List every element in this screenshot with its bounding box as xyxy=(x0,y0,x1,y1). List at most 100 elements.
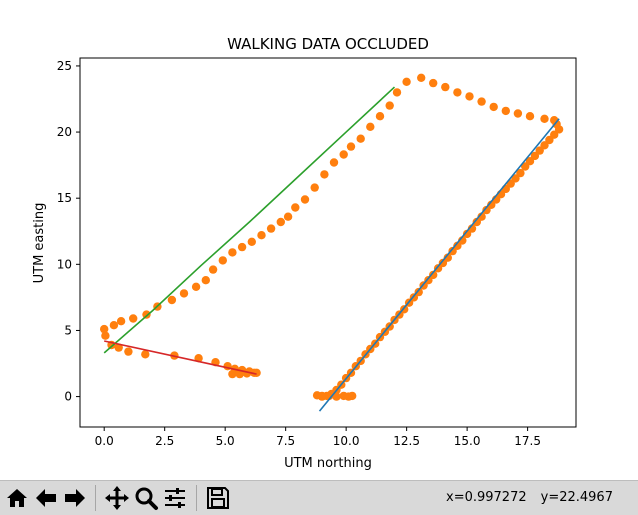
data-point xyxy=(317,392,327,401)
data-point xyxy=(521,162,530,171)
x-tick-label: 7.5 xyxy=(276,434,295,448)
data-point xyxy=(332,392,341,401)
data-point xyxy=(477,97,486,106)
cursor-coordinates: x=0.997272 y=22.4967 xyxy=(446,490,627,505)
forward-button[interactable] xyxy=(62,485,88,511)
y-tick-label: 15 xyxy=(57,191,72,205)
data-point xyxy=(109,321,119,330)
data-point xyxy=(201,276,210,285)
arrow-right-icon xyxy=(65,489,85,507)
x-tick-label: 12.5 xyxy=(393,434,420,448)
x-tick-label: 15.0 xyxy=(454,434,481,448)
data-point xyxy=(429,78,438,88)
data-point xyxy=(101,331,110,340)
data-point xyxy=(100,324,109,334)
data-layer xyxy=(100,73,564,412)
toolbar-separator xyxy=(196,485,197,511)
data-point xyxy=(402,77,411,87)
fit-line xyxy=(104,340,257,375)
fit-line xyxy=(103,86,396,354)
data-point xyxy=(366,122,375,131)
data-point xyxy=(141,350,150,359)
data-point xyxy=(228,369,237,379)
data-point xyxy=(462,229,472,239)
data-point xyxy=(320,170,329,179)
magnifier-icon xyxy=(135,487,158,510)
data-point xyxy=(348,391,357,401)
axes-frame xyxy=(79,57,577,428)
data-point xyxy=(516,168,525,178)
data-point xyxy=(283,212,293,221)
data-point xyxy=(375,112,385,121)
data-point xyxy=(237,242,247,252)
figure: WALKING DATA OCCLUDED 0.0 2.5 5.0 7.5 10.0 12… xyxy=(32,35,577,471)
back-button[interactable] xyxy=(33,485,59,511)
data-point xyxy=(325,391,334,401)
data-point xyxy=(482,205,491,215)
data-point xyxy=(472,217,481,227)
data-point xyxy=(124,347,133,356)
data-point xyxy=(291,203,300,212)
data-point xyxy=(129,314,138,323)
data-point xyxy=(501,106,510,116)
x-tick-label: 2.5 xyxy=(155,434,174,448)
data-point xyxy=(266,224,276,233)
data-point xyxy=(433,264,443,273)
save-button[interactable] xyxy=(205,485,231,511)
data-point xyxy=(228,248,237,257)
data-point xyxy=(513,109,523,118)
data-point xyxy=(257,231,266,240)
y-tick-label: 5 xyxy=(64,323,72,337)
subplots-button[interactable] xyxy=(162,485,188,511)
data-point xyxy=(554,125,564,134)
move-icon xyxy=(105,486,129,510)
x-tick-label: 0.0 xyxy=(95,434,114,448)
data-point xyxy=(191,282,201,291)
data-point xyxy=(443,253,452,262)
data-point xyxy=(114,343,123,352)
cursor-x-readout: x=0.997272 xyxy=(446,490,527,505)
fit-line xyxy=(318,118,560,412)
data-point xyxy=(441,82,450,92)
y-tick-label: 25 xyxy=(57,59,72,73)
data-point xyxy=(530,151,540,161)
data-point xyxy=(417,73,426,83)
arrow-left-icon xyxy=(36,489,56,507)
cursor-y-readout: y=22.4967 xyxy=(540,490,613,505)
navigation-toolbar: x=0.997272 y=22.4967 xyxy=(0,480,638,515)
data-point xyxy=(465,92,474,101)
data-point xyxy=(545,135,554,145)
data-point xyxy=(448,246,457,256)
chart-title: WALKING DATA OCCLUDED xyxy=(227,35,429,53)
data-point xyxy=(247,237,256,246)
tick-layer: 0.0 2.5 5.0 7.5 10.0 12.5 15.0 17.5 0 5 10 15 20 25 xyxy=(57,59,541,448)
data-point xyxy=(235,369,244,379)
floppy-disk-icon xyxy=(207,487,229,509)
zoom-button[interactable] xyxy=(133,485,159,511)
sliders-icon xyxy=(165,488,185,508)
data-point xyxy=(339,150,348,159)
data-point xyxy=(116,317,126,326)
x-axis-label: UTM northing xyxy=(284,456,372,471)
data-point xyxy=(300,195,310,204)
data-point xyxy=(218,256,227,265)
home-button[interactable] xyxy=(4,485,30,511)
data-point xyxy=(540,114,549,124)
data-point xyxy=(310,183,319,192)
y-axis-label: UTM easting xyxy=(32,203,47,284)
data-point xyxy=(356,134,365,143)
data-point xyxy=(392,88,402,97)
toolbar-separator xyxy=(95,485,96,511)
x-tick-label: 17.5 xyxy=(514,434,541,448)
data-point xyxy=(489,102,498,112)
data-point xyxy=(208,265,218,274)
data-point xyxy=(276,217,285,227)
data-point xyxy=(525,112,535,121)
y-tick-label: 10 xyxy=(57,257,72,271)
pan-button[interactable] xyxy=(104,485,130,511)
x-tick-label: 10.0 xyxy=(333,434,360,448)
data-point xyxy=(385,101,394,110)
y-tick-label: 20 xyxy=(57,125,72,139)
data-point xyxy=(142,310,151,319)
data-point xyxy=(167,295,177,305)
